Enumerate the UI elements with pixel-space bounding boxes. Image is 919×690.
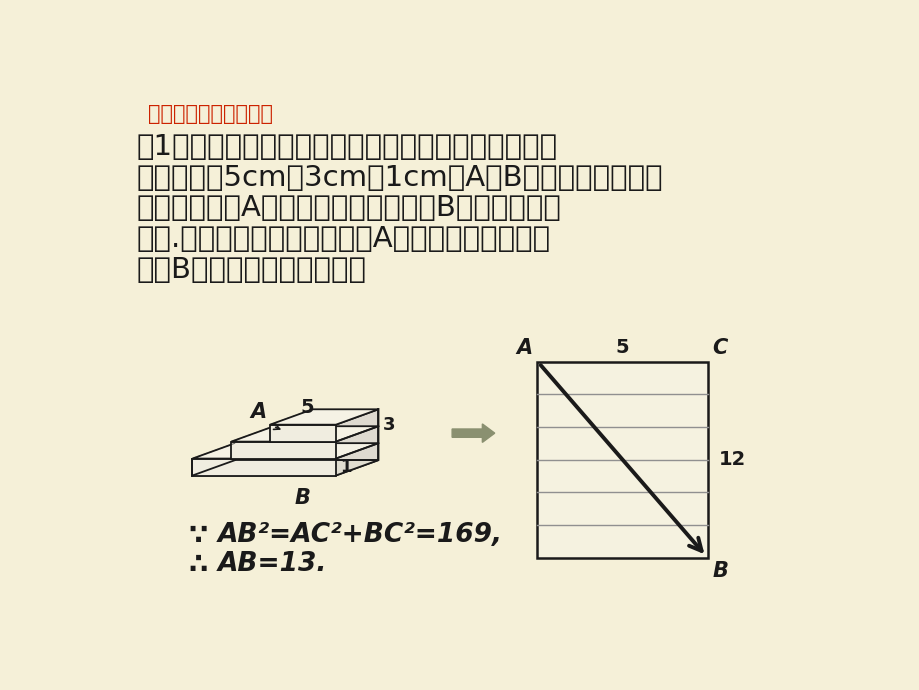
- Polygon shape: [231, 442, 335, 459]
- Text: 相对的端点，A点上有一只蚂蚁，想到B点去吃可口的: 相对的端点，A点上有一只蚂蚁，想到B点去吃可口的: [137, 195, 561, 222]
- Text: 高分别等于5cm，3cm和1cm，A和B是这个台阶的两个: 高分别等于5cm，3cm和1cm，A和B是这个台阶的两个: [137, 164, 663, 192]
- Text: A: A: [251, 402, 267, 422]
- Text: ∵: ∵: [188, 522, 208, 550]
- Text: A: A: [516, 339, 532, 359]
- Polygon shape: [269, 409, 378, 424]
- Text: 1: 1: [339, 458, 351, 476]
- Text: 例1、如图，是一个三级台阶，它的每一级的长、宽和: 例1、如图，是一个三级台阶，它的每一级的长、宽和: [137, 133, 557, 161]
- Polygon shape: [231, 426, 378, 442]
- Text: AB=13.: AB=13.: [218, 551, 327, 577]
- Text: B: B: [711, 561, 728, 581]
- Text: 12: 12: [718, 450, 745, 469]
- Text: 一、台阶中的最值问题: 一、台阶中的最值问题: [147, 104, 272, 124]
- Text: 3: 3: [382, 417, 395, 435]
- Bar: [537, 362, 707, 558]
- Text: ∴: ∴: [188, 551, 208, 579]
- Text: 5: 5: [615, 338, 629, 357]
- Polygon shape: [269, 424, 335, 442]
- Text: 5: 5: [300, 398, 313, 417]
- Polygon shape: [192, 460, 378, 475]
- Text: C: C: [711, 339, 727, 359]
- Polygon shape: [192, 459, 335, 475]
- Polygon shape: [192, 443, 378, 459]
- Text: 爬到B点，最短线路是多少？: 爬到B点，最短线路是多少？: [137, 256, 367, 284]
- FancyArrow shape: [451, 424, 494, 442]
- Polygon shape: [335, 409, 378, 475]
- Text: AB²=AC²+BC²=169,: AB²=AC²+BC²=169,: [218, 522, 503, 548]
- Text: 食物.请你想一想，这只蚂蚁从A点出发，沿着台阶面: 食物.请你想一想，这只蚂蚁从A点出发，沿着台阶面: [137, 225, 550, 253]
- Text: B: B: [294, 488, 310, 508]
